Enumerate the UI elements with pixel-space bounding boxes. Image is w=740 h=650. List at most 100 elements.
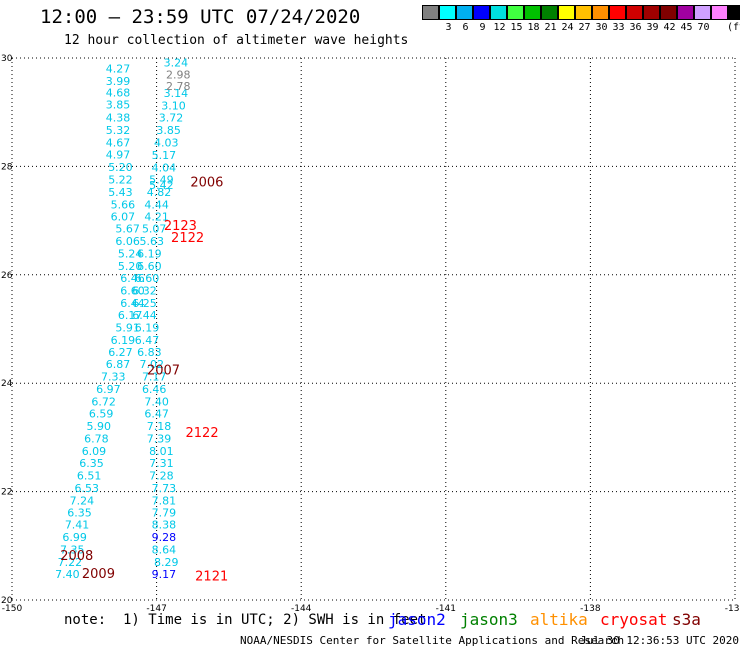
wave-height-value: 6.83 [137,346,162,359]
wave-height-value: 5.43 [108,186,133,199]
wave-height-value: 3.14 [164,87,189,100]
color-scale-label: 27 [578,22,591,33]
wave-height-value: 6.72 [91,396,116,409]
color-swatch [456,5,473,20]
pass-time-label: 2006 [190,176,223,191]
wave-height-value: 5.07 [142,223,167,236]
wave-height-value: 6.19 [135,321,160,334]
pass-time-label: 2122 [171,231,204,246]
wave-height-value: 6.59 [89,408,114,421]
wave-height-value: 8.29 [154,556,179,569]
wave-height-value: 7.81 [152,494,177,507]
color-swatch [507,5,524,20]
wave-height-value: 6.51 [77,469,102,482]
wave-height-value: 6.19 [111,334,136,347]
wave-height-value: 3.85 [156,124,181,137]
wave-height-value: 6.07 [111,210,136,223]
wave-height-value: 8.01 [149,445,174,458]
wave-height-value: 7.31 [149,457,174,470]
wave-height-value: 9.17 [152,568,177,581]
wave-height-value: 6.44 [120,297,145,310]
color-scale-label: 70 [697,22,710,33]
color-swatch [694,5,711,20]
wave-height-value: 6.47 [135,334,160,347]
wave-height-value: 9.28 [152,531,177,544]
wave-height-value: 6.35 [67,507,92,520]
wave-height-value: 7.18 [147,420,172,433]
color-scale-label: 33 [612,22,625,33]
wave-height-value: 6.46 [120,272,145,285]
wave-height-value: 6.99 [62,531,87,544]
wave-height-value: 5.66 [111,198,136,211]
wave-height-value: 4.04 [152,161,177,174]
pass-time-label: 2008 [60,549,93,564]
credit-text: NOAA/NESDIS Center for Satellite Applica… [240,634,625,647]
wave-height-value: 6.32 [132,285,157,298]
wave-height-value: 8.64 [152,544,177,557]
legend-item-jason2: jason2 [388,610,446,629]
wave-height-value: 7.33 [101,371,126,384]
y-tick-label: 26 [1,271,13,281]
wave-height-value: 6.97 [96,383,121,396]
color-scale-label: 6 [462,22,469,33]
wave-height-value: 5.32 [106,124,131,137]
color-swatch [609,5,626,20]
wave-height-value: 7.22 [58,556,83,569]
wave-height-value: 2.98 [166,68,191,81]
wave-height-value: 4.38 [106,112,131,125]
wave-height-value: 6.87 [106,358,131,371]
x-tick-label: -138 [580,604,601,614]
x-tick-label: -147 [146,604,166,614]
y-tick-label: 28 [1,162,13,172]
color-scale-label: 45 [680,22,693,33]
color-scale-label: 24 [561,22,574,33]
color-swatch [728,5,740,20]
wave-height-value: 4.44 [144,198,169,211]
wave-height-value: 7.02 [140,358,165,371]
wave-height-value: 5.20 [118,260,143,273]
color-swatch [524,5,541,20]
wave-height-value: 5.20 [108,161,133,174]
wave-height-value: 8.38 [152,519,177,532]
legend-item-cryosat: cryosat [600,610,668,629]
wave-height-value: 5.17 [152,149,177,162]
y-tick-label: 20 [1,596,13,606]
legend-item-jason3: jason3 [460,610,518,629]
wave-height-value: 4.97 [106,148,131,161]
wave-height-value: 6.19 [137,248,162,261]
wave-height-value: 7.24 [70,494,95,507]
color-swatch [422,5,439,20]
wave-height-value: 6.60 [137,260,162,273]
color-scale-unit: (ft) [727,22,740,33]
wave-height-value: 4.03 [154,137,179,150]
y-tick-label: 22 [1,488,12,498]
x-tick-label: -135 [725,604,740,614]
color-swatch [558,5,575,20]
wave-height-value: 5.63 [140,235,165,248]
x-tick-label: -144 [291,604,312,614]
wave-height-value: 7.28 [149,469,174,482]
wave-height-value: 7.17 [142,371,167,384]
timestamp-text: Jul 30 12:36:53 UTC 2020 [580,634,739,647]
wave-height-value: 6.60 [120,285,145,298]
wave-height-value: 7.35 [60,544,85,557]
color-swatch [592,5,609,20]
wave-height-value: 7.73 [152,482,177,495]
wave-height-value: 5.22 [108,173,133,186]
wave-height-value: 4.21 [144,210,169,223]
color-swatch [473,5,490,20]
color-swatch [643,5,660,20]
wave-height-value: 6.09 [82,445,107,458]
wave-height-value: 6.27 [108,346,133,359]
color-scale-label: 42 [663,22,676,33]
wave-height-value: 6.47 [144,408,169,421]
wave-height-value: 6.25 [132,297,157,310]
legend-item-s3a: s3a [672,610,701,629]
footnote: note: 1) Time is in UTC; 2) SWH is in fe… [64,612,427,628]
wave-height-value: 3.24 [164,56,189,69]
wave-height-value: 7.39 [147,432,172,445]
chart-title: 12:00 — 23:59 UTC 07/24/2020 [40,6,361,28]
wave-height-value: 7.41 [65,519,90,532]
wave-height-value: 5.91 [115,321,140,334]
